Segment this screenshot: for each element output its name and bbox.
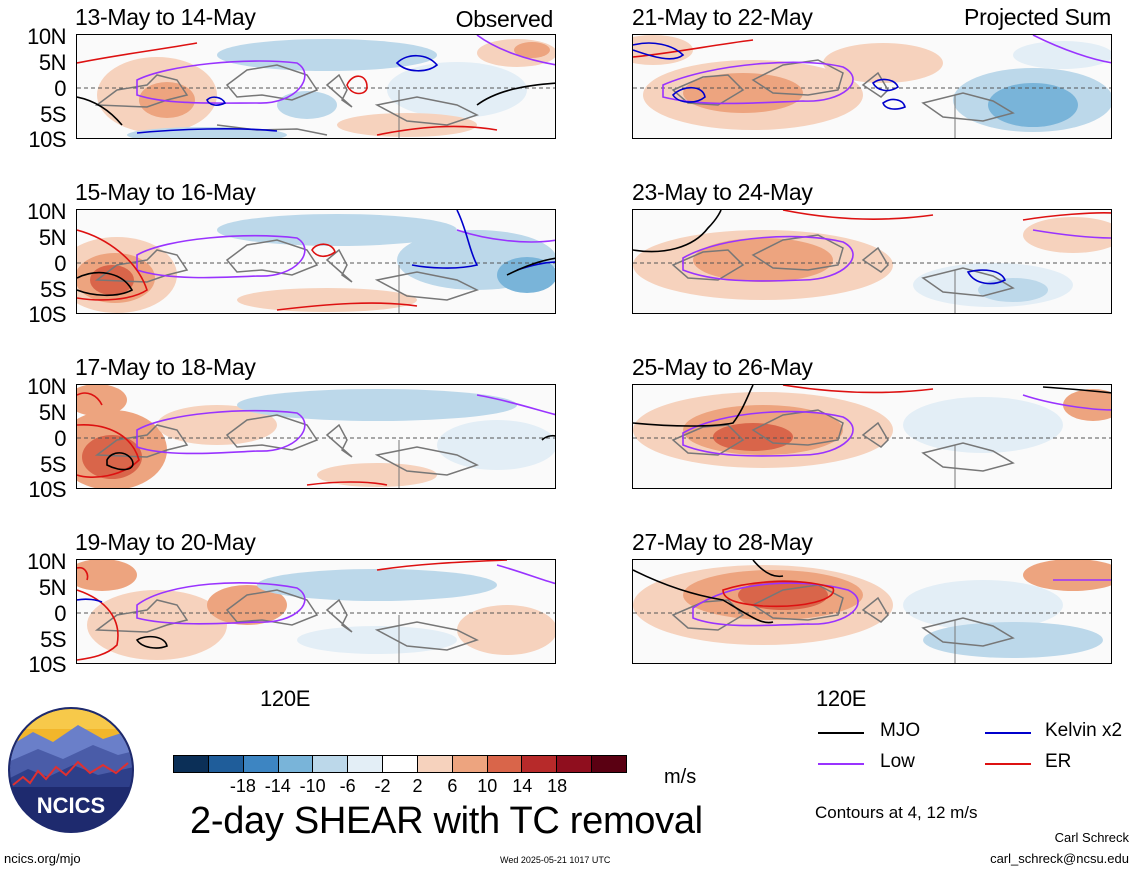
shear-map xyxy=(77,210,555,313)
website-link[interactable]: ncics.org/mjo xyxy=(4,851,81,866)
colorbar-cell xyxy=(522,756,558,772)
colorbar-tick-label: 2 xyxy=(412,776,423,796)
map-panel-projected-2 xyxy=(632,209,1112,314)
y-label-10s: 10S xyxy=(28,652,66,677)
author-name: Carl Schreck xyxy=(1054,830,1129,845)
colorbar-cell xyxy=(243,756,279,772)
panel-title-1: 13-May to 14-May xyxy=(75,4,256,30)
y-label-10n: 10N xyxy=(27,374,66,399)
map-panel-observed-4 xyxy=(76,559,556,664)
author-email[interactable]: carl_schreck@ncsu.edu xyxy=(990,851,1129,866)
shear-map xyxy=(77,35,555,138)
shear-map xyxy=(633,35,1111,138)
y-label-0: 0 xyxy=(54,601,66,626)
colorbar-cell xyxy=(417,756,453,772)
y-label-10n: 10N xyxy=(27,24,66,49)
y-label-10s: 10S xyxy=(28,302,66,327)
colorbar-tick-label: 18 xyxy=(547,776,568,796)
colorbar-cell xyxy=(174,756,209,772)
panel-title-7: 19-May to 20-May xyxy=(75,529,256,555)
colorbar-tick-label: -10 xyxy=(299,776,326,796)
map-panel-projected-1 xyxy=(632,34,1112,139)
colorbar-tick-label: 10 xyxy=(477,776,498,796)
y-label-0: 0 xyxy=(54,251,66,276)
shear-map xyxy=(77,385,555,488)
x-label-120e-right: 120E xyxy=(816,686,867,711)
colorbar-cell xyxy=(487,756,523,772)
shear-map xyxy=(633,560,1111,663)
panel-title-2: 21-May to 22-May xyxy=(632,4,813,30)
shear-map xyxy=(633,210,1111,313)
y-label-5n: 5N xyxy=(38,225,67,250)
y-label-10s: 10S xyxy=(28,477,66,502)
colorbar-tick-label: -14 xyxy=(264,776,291,796)
panel-title-5: 17-May to 18-May xyxy=(75,354,256,380)
legend-label-er: ER xyxy=(1045,751,1072,772)
y-label-5n: 5N xyxy=(38,575,67,600)
legend-line-low xyxy=(818,763,864,765)
ncics-logo: NCICS xyxy=(8,707,134,833)
colorbar-cell xyxy=(452,756,488,772)
y-label-5s: 5S xyxy=(40,277,66,302)
panel-title-6: 25-May to 26-May xyxy=(632,354,813,380)
colorbar-unit: m/s xyxy=(664,766,697,788)
y-label-10n: 10N xyxy=(27,199,66,224)
y-label-5s: 5S xyxy=(40,627,66,652)
colorbar-cell xyxy=(557,756,593,772)
map-panel-observed-1 xyxy=(76,34,556,139)
map-panel-observed-3 xyxy=(76,384,556,489)
map-panel-projected-4 xyxy=(632,559,1112,664)
colorbar-cells xyxy=(173,755,627,773)
legend-line-mjo xyxy=(818,732,864,734)
panel-label-projected-sum: Projected Sum xyxy=(964,4,1111,30)
logo-text: NCICS xyxy=(37,793,105,818)
colorbar-cell xyxy=(383,756,418,772)
colorbar-tick-label: -6 xyxy=(339,776,356,796)
colorbar-cell xyxy=(348,756,384,772)
legend-line-er xyxy=(985,763,1031,765)
y-label-10n: 10N xyxy=(27,549,66,574)
y-label-0: 0 xyxy=(54,426,66,451)
colorbar-cell xyxy=(313,756,349,772)
panel-label-observed: Observed xyxy=(455,6,554,32)
figure-title: 2-day SHEAR with TC removal xyxy=(190,800,703,842)
y-label-5s: 5S xyxy=(40,102,66,127)
colorbar-labels: -18 -14 -10 -6 -2 2 6 10 14 18 xyxy=(173,776,627,798)
shear-map xyxy=(633,385,1111,488)
colorbar-cell xyxy=(208,756,244,772)
timestamp: Wed 2025-05-21 1017 UTC xyxy=(500,855,611,865)
y-label-5n: 5N xyxy=(38,400,67,425)
y-label-5s: 5S xyxy=(40,452,66,477)
y-label-5n: 5N xyxy=(38,50,67,75)
colorbar-tick-label: -18 xyxy=(229,776,256,796)
map-panel-projected-3 xyxy=(632,384,1112,489)
shear-map xyxy=(77,560,555,663)
legend-line-kelvin xyxy=(985,732,1031,734)
contour-note: Contours at 4, 12 m/s xyxy=(815,803,978,822)
y-label-0: 0 xyxy=(54,76,66,101)
colorbar-tick-label: 6 xyxy=(447,776,458,796)
y-label-10s: 10S xyxy=(28,127,66,152)
legend-label-kelvin: Kelvin x2 xyxy=(1045,720,1123,741)
x-label-120e-left: 120E xyxy=(260,686,311,711)
colorbar-tick-label: 14 xyxy=(512,776,533,796)
panel-title-8: 27-May to 28-May xyxy=(632,529,813,555)
colorbar-cell xyxy=(278,756,314,772)
legend-label-mjo: MJO xyxy=(880,720,921,741)
legend-label-low: Low xyxy=(880,751,915,772)
map-panel-observed-2 xyxy=(76,209,556,314)
panel-title-3: 15-May to 16-May xyxy=(75,179,256,205)
colorbar-cell xyxy=(592,756,626,772)
colorbar xyxy=(173,755,627,773)
panel-title-4: 23-May to 24-May xyxy=(632,179,813,205)
colorbar-tick-label: -2 xyxy=(374,776,391,796)
